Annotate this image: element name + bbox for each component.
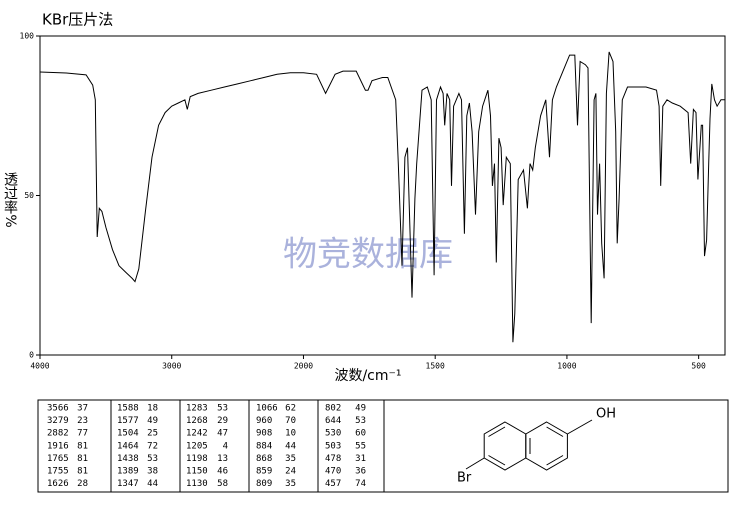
peak-transmittance: 58: [217, 479, 228, 489]
peak-wavenumber: 1198: [186, 454, 208, 464]
peak-wavenumber: 457: [325, 479, 341, 489]
peak-wavenumber: 1389: [117, 467, 139, 477]
bond: [567, 419, 593, 435]
x-axis-label: 波数/cm⁻¹: [334, 368, 401, 384]
peak-wavenumber: 859: [256, 467, 272, 477]
ring: [525, 421, 568, 471]
x-tick-label: 1500: [426, 362, 445, 371]
peak-transmittance: 31: [355, 454, 366, 464]
peak-transmittance: 29: [217, 416, 228, 426]
chart-title: KBr压片法: [42, 11, 113, 29]
peak-wavenumber: 1588: [117, 404, 139, 414]
peak-transmittance: 36: [355, 467, 366, 477]
peak-wavenumber: 1464: [117, 441, 139, 451]
peak-transmittance: 55: [355, 441, 366, 451]
peak-transmittance: 47: [217, 429, 228, 439]
peak-transmittance: 37: [77, 404, 88, 414]
peak-wavenumber: 809: [256, 479, 272, 489]
peak-transmittance: 81: [77, 441, 88, 451]
peak-transmittance: 46: [217, 467, 228, 477]
peak-transmittance: 74: [355, 479, 366, 489]
substituent-label: Br: [457, 471, 472, 486]
peak-wavenumber: 530: [325, 429, 341, 439]
peak-transmittance: 25: [147, 429, 158, 439]
peak-transmittance: 77: [77, 429, 88, 439]
y-tick-label: 100: [20, 32, 35, 41]
peak-transmittance: 53: [147, 454, 158, 464]
peak-transmittance: 53: [355, 416, 366, 426]
double-bond: [546, 455, 564, 466]
double-bond: [546, 426, 564, 437]
peak-wavenumber: 503: [325, 441, 341, 451]
peak-wavenumber: 1916: [47, 441, 69, 451]
peak-wavenumber: 1626: [47, 479, 69, 489]
peak-transmittance: 10: [285, 429, 296, 439]
double-bond: [488, 455, 506, 466]
peak-wavenumber: 1504: [117, 429, 139, 439]
peak-wavenumber: 1242: [186, 429, 208, 439]
peak-wavenumber: 470: [325, 467, 341, 477]
peak-transmittance: 49: [355, 404, 366, 414]
peak-transmittance: 60: [355, 429, 366, 439]
y-tick-label: 50: [24, 191, 34, 200]
peak-wavenumber: 1577: [117, 416, 139, 426]
x-tick-label: 500: [691, 362, 706, 371]
peak-transmittance: 81: [77, 454, 88, 464]
peak-wavenumber: 908: [256, 429, 272, 439]
peak-wavenumber: 1765: [47, 454, 69, 464]
x-tick-label: 1000: [557, 362, 576, 371]
peak-transmittance: 72: [147, 441, 158, 451]
peak-wavenumber: 478: [325, 454, 341, 464]
peak-transmittance: 18: [147, 404, 158, 414]
plot-frame: [39, 35, 726, 356]
x-tick-label: 2000: [294, 362, 313, 371]
peak-transmittance: 53: [217, 404, 228, 414]
spectrum-line: [39, 51, 725, 343]
peak-transmittance: 38: [147, 467, 158, 477]
peak-wavenumber: 1755: [47, 467, 69, 477]
x-tick-label: 3000: [162, 362, 181, 371]
peak-wavenumber: 1438: [117, 454, 139, 464]
peak-wavenumber: 3566: [47, 404, 69, 414]
peak-transmittance: 44: [147, 479, 158, 489]
y-axis-label: 透过率%: [2, 172, 18, 227]
peak-transmittance: 44: [285, 441, 296, 451]
peak-transmittance: 49: [147, 416, 158, 426]
peak-wavenumber: 884: [256, 441, 272, 451]
peak-transmittance: 28: [77, 479, 88, 489]
peak-wavenumber: 1130: [186, 479, 208, 489]
peak-wavenumber: 1268: [186, 416, 208, 426]
peak-transmittance: 70: [285, 416, 296, 426]
peak-transmittance: 81: [77, 467, 88, 477]
peak-wavenumber: 1283: [186, 404, 208, 414]
molecule: [465, 419, 593, 471]
peak-wavenumber: 2882: [47, 429, 69, 439]
peak-wavenumber: 960: [256, 416, 272, 426]
peak-wavenumber: 1150: [186, 467, 208, 477]
peak-transmittance: 4: [223, 441, 228, 451]
bond: [465, 457, 485, 470]
y-tick-label: 0: [29, 351, 34, 360]
peak-transmittance: 35: [285, 479, 296, 489]
peak-wavenumber: 3279: [47, 416, 69, 426]
x-tick-label: 4000: [30, 362, 49, 371]
ring: [483, 421, 527, 471]
substituent-label: OH: [596, 407, 616, 422]
peak-wavenumber: 1066: [256, 404, 278, 414]
table-frame: [37, 399, 729, 493]
peak-transmittance: 62: [285, 404, 296, 414]
peak-transmittance: 35: [285, 454, 296, 464]
peak-wavenumber: 1347: [117, 479, 139, 489]
peak-wavenumber: 802: [325, 404, 341, 414]
peak-wavenumber: 1205: [186, 441, 208, 451]
peak-wavenumber: 868: [256, 454, 272, 464]
peak-wavenumber: 644: [325, 416, 341, 426]
peak-transmittance: 24: [285, 467, 296, 477]
peak-transmittance: 13: [217, 454, 228, 464]
double-bond: [488, 426, 506, 437]
watermark: 物竞数据库: [283, 235, 453, 275]
peak-transmittance: 23: [77, 416, 88, 426]
